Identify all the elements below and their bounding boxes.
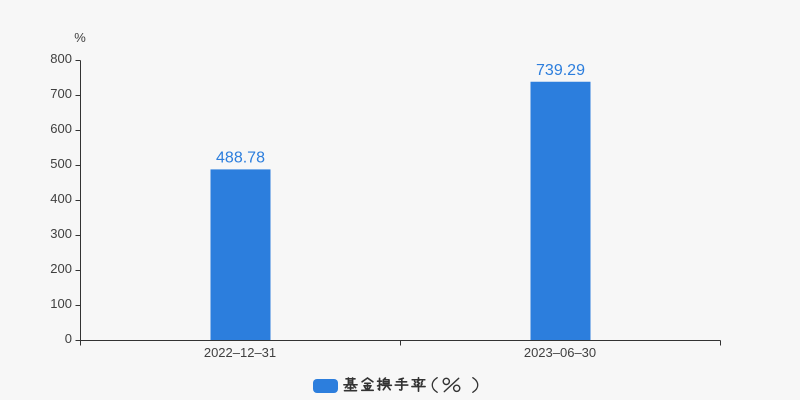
svg-text:488.78: 488.78 bbox=[216, 149, 265, 166]
svg-text:0: 0 bbox=[65, 331, 72, 346]
svg-text:%: % bbox=[74, 30, 86, 45]
svg-text:600: 600 bbox=[50, 121, 72, 136]
svg-text:800: 800 bbox=[50, 51, 72, 66]
svg-text:300: 300 bbox=[50, 226, 72, 241]
svg-text:2023–06–30: 2023–06–30 bbox=[524, 345, 596, 360]
svg-text:500: 500 bbox=[50, 156, 72, 171]
svg-text:2022–12–31: 2022–12–31 bbox=[204, 345, 276, 360]
svg-text:100: 100 bbox=[50, 296, 72, 311]
svg-text:700: 700 bbox=[50, 86, 72, 101]
svg-text:200: 200 bbox=[50, 261, 72, 276]
svg-text:400: 400 bbox=[50, 191, 72, 206]
svg-text:739.29: 739.29 bbox=[536, 62, 585, 79]
